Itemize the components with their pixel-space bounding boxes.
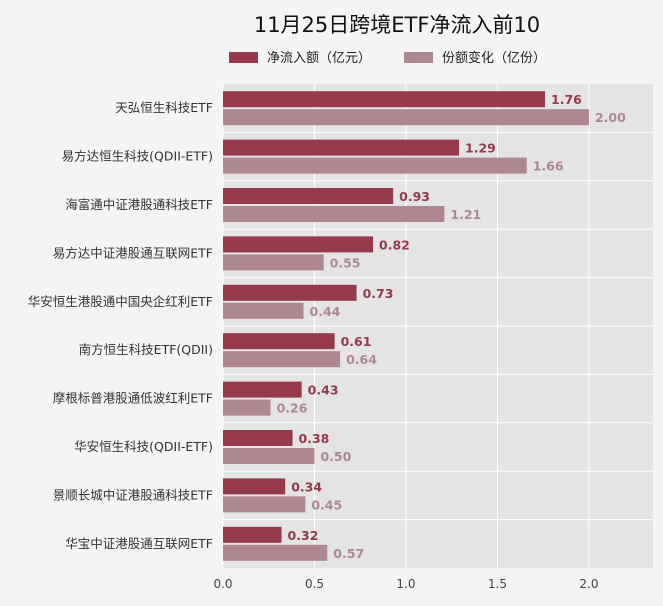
value-label-share-change-5: 0.64: [346, 352, 377, 367]
bar-share-change-0: [223, 109, 589, 126]
bar-share-change-6: [223, 399, 271, 416]
chart-title: 11月25日跨境ETF净流入前10: [254, 13, 540, 37]
value-label-share-change-6: 0.26: [277, 401, 308, 416]
bar-share-change-4: [223, 302, 304, 319]
category-label-0: 天弘恒生科技ETF: [115, 100, 213, 115]
value-label-share-change-7: 0.50: [320, 449, 351, 464]
value-label-net-inflow-5: 0.61: [341, 334, 372, 349]
bar-net-inflow-3: [223, 236, 374, 253]
bar-net-inflow-2: [223, 188, 394, 204]
bar-net-inflow-4: [223, 284, 357, 301]
bar-net-inflow-9: [223, 526, 282, 543]
legend-swatch-0: [229, 52, 258, 63]
value-label-net-inflow-4: 0.73: [363, 286, 394, 301]
value-label-net-inflow-9: 0.32: [288, 528, 319, 543]
bar-net-inflow-8: [223, 478, 286, 495]
value-label-net-inflow-2: 0.93: [399, 189, 430, 204]
bar-share-change-1: [223, 157, 527, 174]
x-tick-labels: 0.0 0.5 1.0 1.5 2.0: [213, 577, 598, 591]
category-labels: 天弘恒生科技ETF 易方达恒生科技(QDII-ETF) 海富通中证港股通科技ETF 易…: [28, 100, 213, 551]
bar-share-change-5: [223, 351, 341, 368]
value-label-net-inflow-8: 0.34: [291, 479, 322, 494]
value-label-net-inflow-6: 0.43: [308, 383, 339, 398]
bar-net-inflow-0: [223, 91, 546, 108]
value-label-share-change-8: 0.45: [311, 497, 342, 512]
legend: 净流入额（亿元） 份额变化（亿份）: [229, 50, 546, 66]
bar-net-inflow-1: [223, 139, 460, 156]
x-tick-label-0: 0.0: [213, 577, 232, 591]
x-tick-label-2: 1.0: [396, 577, 415, 591]
value-label-net-inflow-3: 0.82: [379, 237, 410, 252]
bar-share-change-7: [223, 448, 315, 464]
bars: [223, 91, 589, 561]
category-label-6: 摩根标普港股通低波红利ETF: [53, 391, 213, 406]
value-label-net-inflow-0: 1.76: [551, 92, 582, 107]
category-label-8: 景顺长城中证港股通科技ETF: [53, 487, 213, 502]
category-label-9: 华宝中证港股通互联网ETF: [65, 536, 213, 551]
legend-label-1: 份额变化（亿份）: [442, 50, 546, 66]
value-label-net-inflow-7: 0.38: [299, 431, 330, 446]
bar-net-inflow-5: [223, 333, 335, 350]
value-label-share-change-3: 0.55: [330, 255, 361, 270]
value-label-share-change-0: 2.00: [595, 110, 626, 125]
value-label-share-change-9: 0.57: [333, 546, 364, 561]
bar-share-change-3: [223, 254, 324, 271]
bar-share-change-8: [223, 496, 306, 513]
value-label-net-inflow-1: 1.29: [465, 141, 496, 156]
legend-swatch-1: [404, 52, 433, 63]
bar-share-change-9: [223, 544, 328, 561]
bar-net-inflow-6: [223, 381, 302, 398]
legend-label-0: 净流入额（亿元）: [267, 51, 371, 66]
bar-net-inflow-7: [223, 430, 293, 446]
category-label-2: 海富通中证港股通科技ETF: [65, 197, 213, 212]
category-label-4: 华安恒生港股通中国央企红利ETF: [28, 294, 213, 309]
value-label-share-change-2: 1.21: [450, 207, 481, 222]
x-tick-label-4: 2.0: [579, 577, 598, 591]
category-label-1: 易方达恒生科技(QDII-ETF): [62, 149, 213, 164]
x-tick-label-3: 1.5: [488, 577, 507, 591]
value-label-share-change-1: 1.66: [533, 159, 564, 174]
category-label-3: 易方达中证港股通互联网ETF: [53, 245, 213, 260]
value-label-share-change-4: 0.44: [310, 304, 341, 319]
category-label-7: 华安恒生科技(QDII-ETF): [74, 439, 213, 454]
category-label-5: 南方恒生科技ETF(QDII): [79, 342, 213, 357]
bar-share-change-2: [223, 206, 445, 222]
value-labels: 1.76 2.00 1.29 1.66 0.93 1.21 0.82 0.55 0.73 0.44…: [277, 92, 627, 561]
x-tick-label-1: 0.5: [305, 577, 324, 591]
